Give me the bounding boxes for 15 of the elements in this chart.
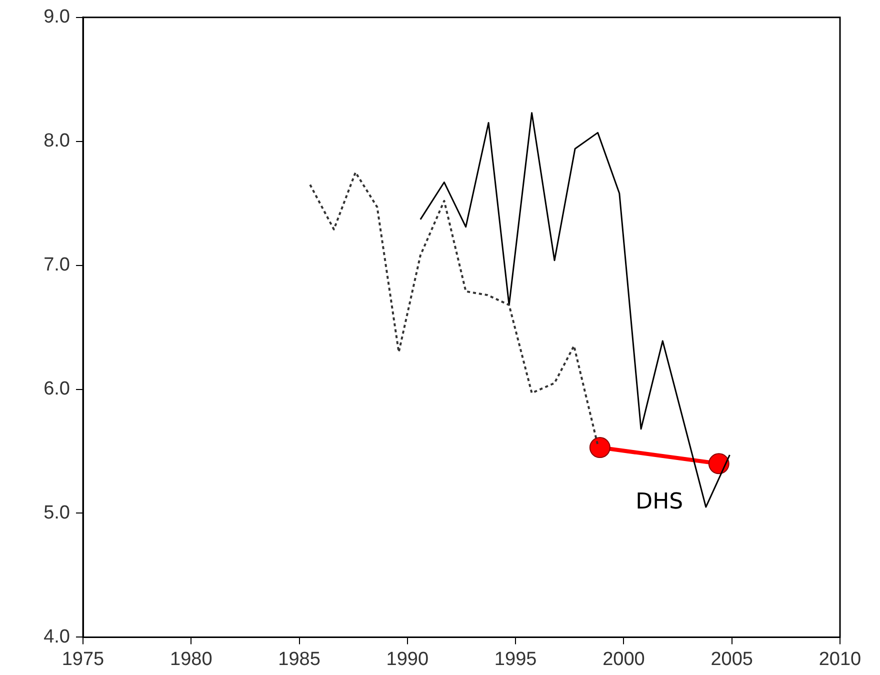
y-tick-label: 6.0 — [44, 378, 70, 400]
x-tick-label: 2010 — [818, 648, 862, 670]
y-tick-label: 9.0 — [44, 6, 70, 28]
x-tick-label: 2005 — [710, 648, 753, 670]
x-tick-label: 1995 — [494, 648, 537, 670]
y-tick-label: 4.0 — [44, 626, 70, 648]
x-tick-label: 2000 — [602, 648, 645, 670]
series-label: DHS — [636, 489, 684, 514]
x-tick-label: 1980 — [170, 648, 212, 670]
y-tick-label: 5.0 — [44, 502, 70, 524]
x-tick-label: 1985 — [278, 648, 320, 670]
x-tick-label: 1990 — [386, 648, 429, 670]
x-tick-label: 1975 — [62, 648, 104, 670]
y-tick-label: 8.0 — [44, 130, 70, 152]
y-tick-label: 7.0 — [44, 254, 70, 276]
